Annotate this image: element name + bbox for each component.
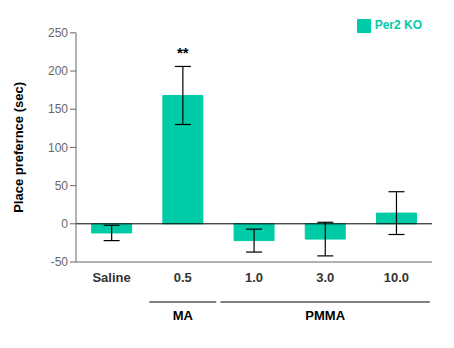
svg-text:0.5: 0.5: [174, 270, 192, 285]
svg-text:Place prefernce (sec): Place prefernce (sec): [11, 82, 26, 213]
svg-text:250: 250: [48, 26, 68, 40]
svg-text:200: 200: [48, 64, 68, 78]
svg-text:100: 100: [48, 141, 68, 155]
svg-text:150: 150: [48, 102, 68, 116]
svg-text:50: 50: [55, 179, 69, 193]
svg-text:MA: MA: [173, 308, 194, 323]
svg-text:Saline: Saline: [92, 270, 130, 285]
svg-text:10.0: 10.0: [384, 270, 409, 285]
svg-text:PMMA: PMMA: [305, 308, 345, 323]
svg-text:**: **: [177, 44, 189, 61]
svg-text:0: 0: [61, 217, 68, 231]
html-text:Per2 KO: Per2 KO: [374, 18, 422, 32]
svg-text:1.0: 1.0: [245, 270, 263, 285]
svg-text:3.0: 3.0: [316, 270, 334, 285]
svg-text:-50: -50: [51, 255, 69, 269]
